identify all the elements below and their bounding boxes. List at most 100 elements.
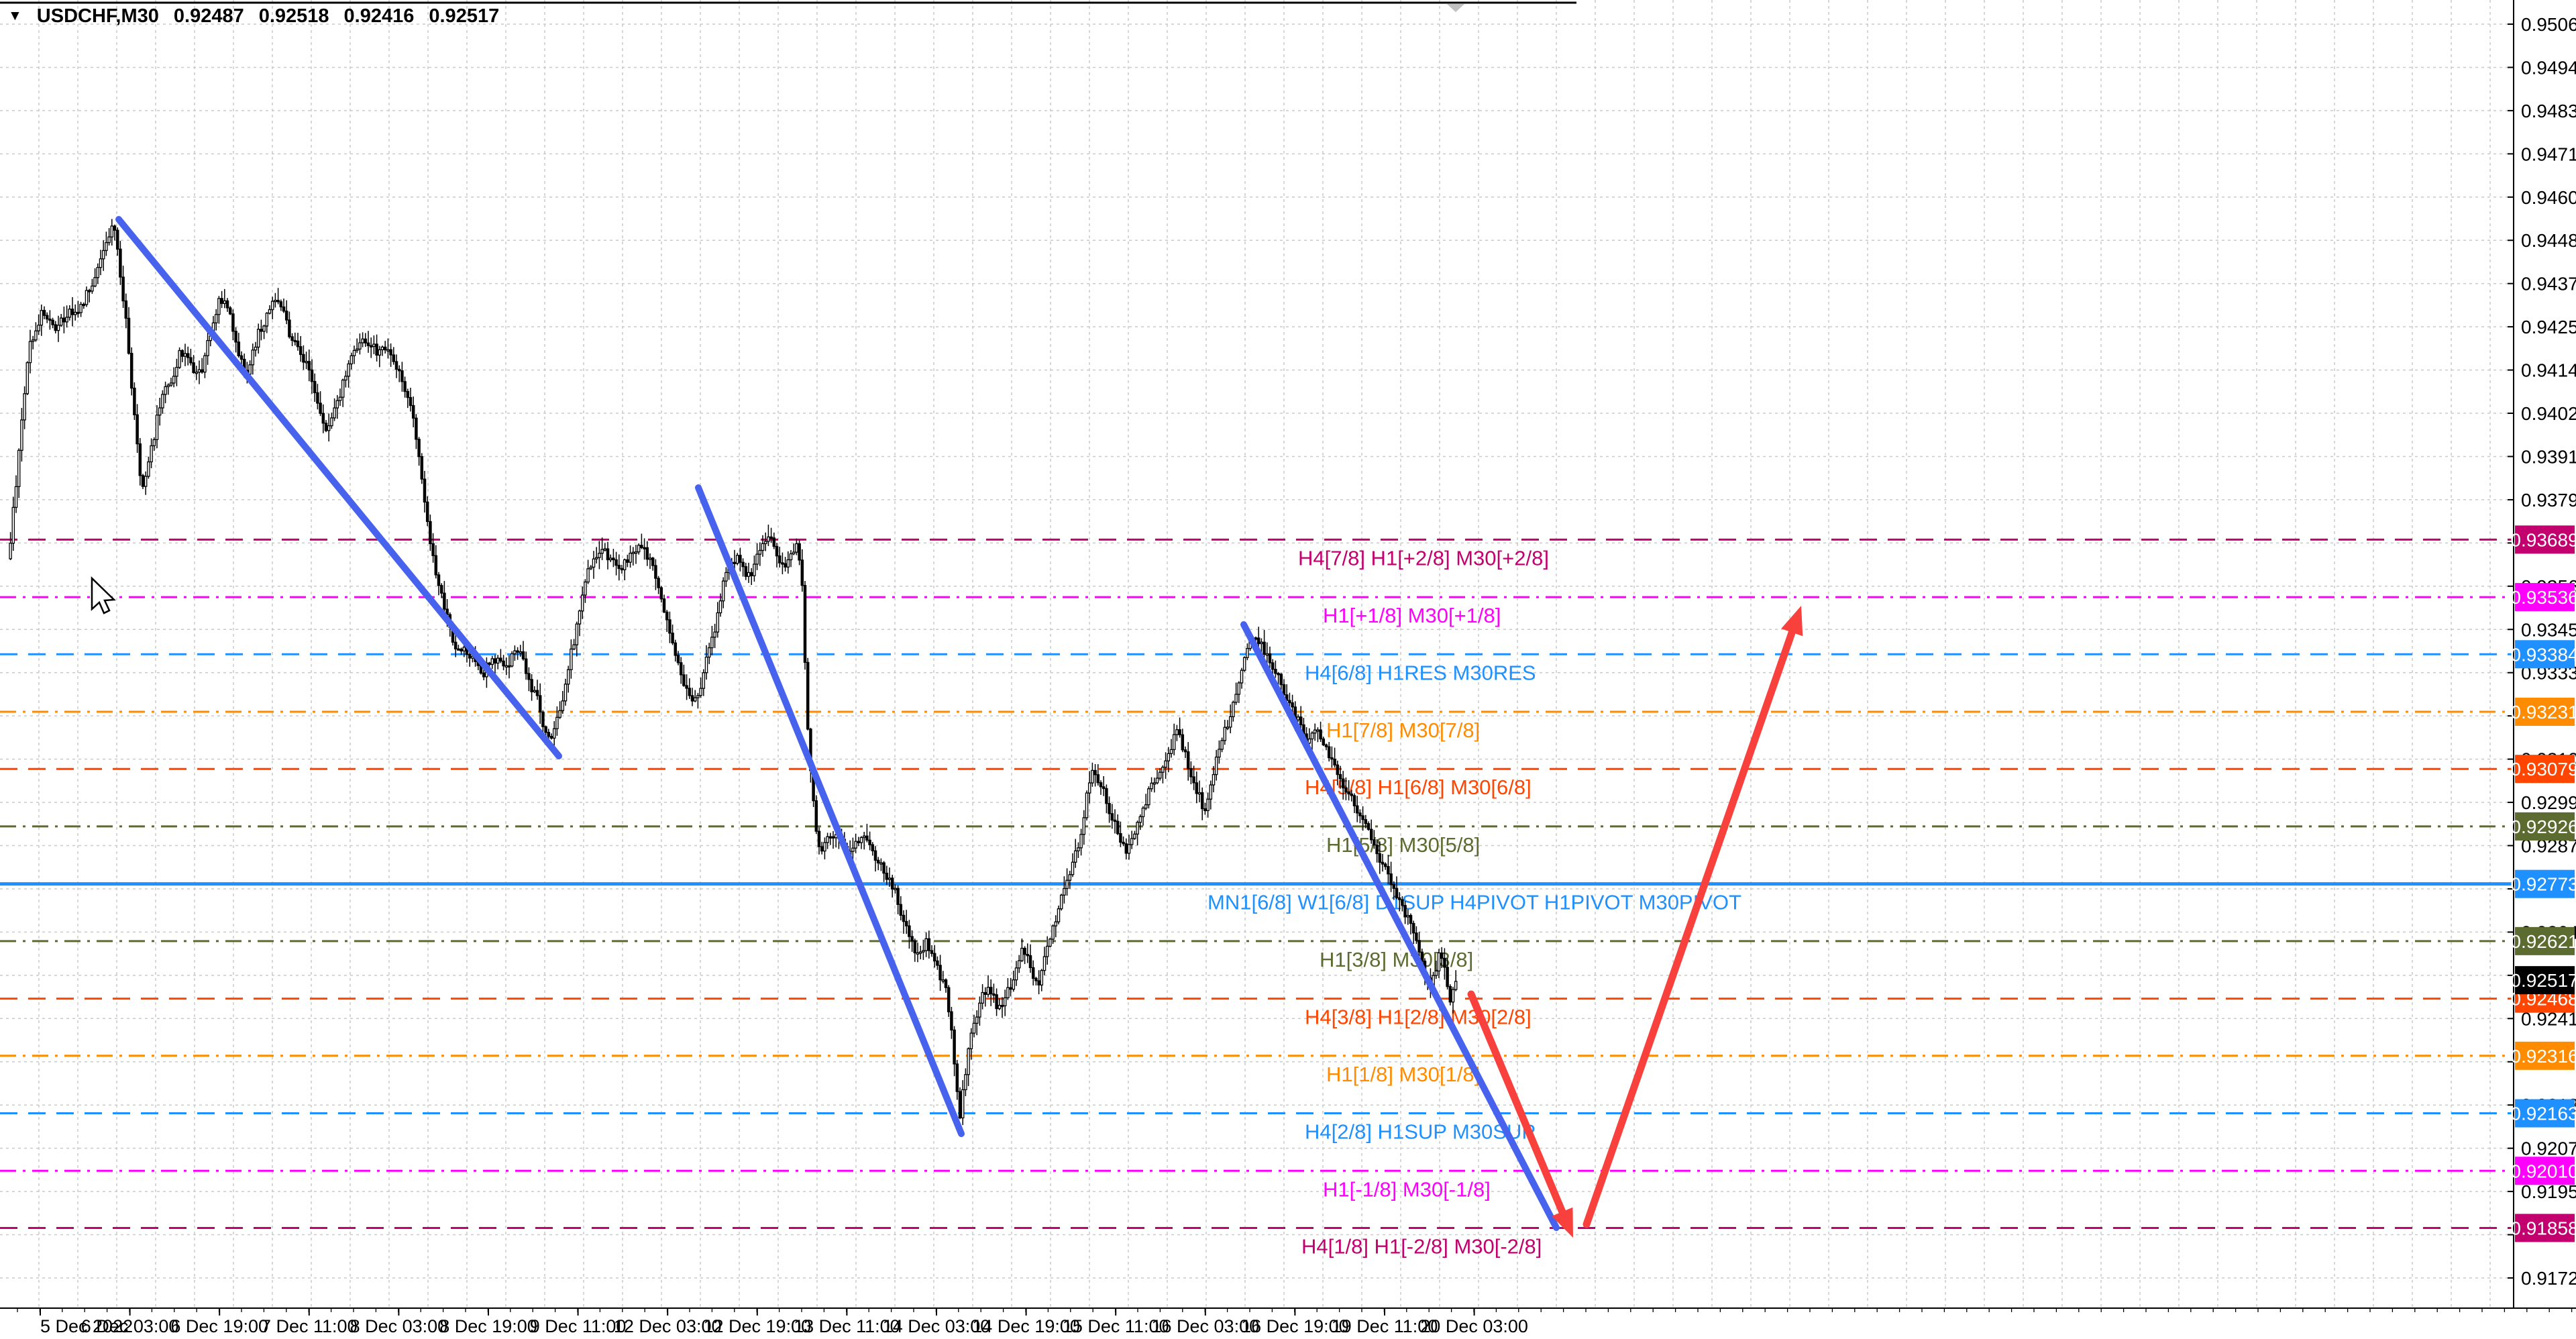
candle-body	[1045, 945, 1049, 957]
candle-body	[164, 386, 167, 395]
candle-body	[73, 311, 77, 315]
candle-body	[592, 558, 596, 568]
trendline[interactable]	[115, 216, 562, 759]
candle-body	[1028, 955, 1032, 969]
candle-body	[967, 1048, 970, 1075]
candle-body	[220, 298, 223, 305]
candle-body	[1057, 908, 1061, 922]
murrey-label: H4[2/8] H1SUP M30SUP	[1305, 1120, 1536, 1144]
candle-body	[629, 552, 632, 563]
candle-body	[603, 548, 607, 551]
candle-body	[276, 299, 280, 303]
candle-body	[1124, 843, 1128, 854]
candle-body	[955, 1063, 959, 1092]
price-tick-label: 0.94255	[2521, 317, 2576, 337]
candle-body	[439, 585, 443, 594]
candle-body	[175, 366, 178, 377]
mouse-cursor	[91, 576, 116, 614]
candle-body	[1254, 637, 1258, 640]
candle-body	[217, 298, 221, 315]
candle-body	[800, 559, 804, 586]
candle-body	[45, 315, 49, 320]
candle-body	[1051, 925, 1055, 940]
time-label: 20 Dec 03:00	[1420, 1316, 1528, 1336]
candle-body	[375, 343, 378, 356]
candle-body	[502, 660, 505, 667]
candle-body	[178, 350, 181, 368]
candle-body	[953, 1029, 956, 1065]
candle-body	[1397, 897, 1401, 900]
candle-body	[394, 361, 398, 370]
candle-body	[105, 242, 108, 252]
candle-body	[1299, 716, 1303, 726]
candle-body	[1054, 921, 1058, 926]
candle-body	[417, 439, 421, 458]
candle-body	[1164, 760, 1167, 768]
candle-body	[718, 600, 722, 614]
candle-body	[1091, 769, 1094, 784]
candle-body	[347, 363, 350, 377]
candle-body	[643, 547, 646, 549]
price-level-badge-value: 0.93079	[2510, 759, 2576, 780]
candle-body	[913, 940, 917, 954]
trend-arrow-up[interactable]	[1582, 623, 1798, 1228]
candle-body	[831, 836, 835, 839]
candle-body	[129, 353, 133, 389]
candle-body	[879, 862, 883, 865]
candle-body	[1077, 847, 1080, 852]
candle-body	[654, 565, 657, 579]
time-label: 6 Dec 03:00	[81, 1316, 179, 1336]
candle-body	[96, 266, 100, 278]
candle-body	[274, 299, 277, 303]
candle-body	[803, 585, 807, 663]
scroll-marker-icon[interactable]	[1447, 4, 1464, 12]
symbol-info: ▼ USDCHF,M30 0.92487 0.92518 0.92416 0.9…	[8, 5, 499, 28]
candle-body	[1122, 841, 1125, 845]
candle-body	[676, 655, 680, 663]
chevron-down-icon[interactable]: ▼	[8, 7, 22, 23]
trendline[interactable]	[695, 484, 965, 1137]
candle-body	[733, 561, 737, 564]
time-label: 5 Dec 2022	[40, 1316, 133, 1336]
candle-body	[1034, 977, 1038, 981]
candle-body	[1141, 807, 1145, 818]
candle-body	[350, 355, 354, 365]
time-label: 16 Dec 03:00	[1151, 1316, 1259, 1336]
candle-body	[172, 376, 176, 384]
candle-body	[341, 379, 345, 398]
current-price-badge	[2515, 966, 2575, 995]
candle-body	[1246, 648, 1249, 658]
candle-body	[969, 1032, 973, 1049]
murrey-label: H4[1/8] H1[-2/8] M30[-2/8]	[1301, 1234, 1542, 1258]
price-level-badge	[2515, 869, 2575, 898]
candle-body	[767, 536, 770, 542]
candle-body	[338, 396, 342, 401]
candle-body	[299, 346, 303, 356]
candle-body	[101, 250, 105, 260]
candle-body	[651, 557, 655, 566]
murrey-label: H1[1/8] M30[1/8]	[1326, 1063, 1480, 1086]
candle-body	[166, 384, 170, 388]
trend-arrow-down[interactable]	[1467, 990, 1568, 1221]
trendline[interactable]	[1240, 621, 1560, 1231]
candle-body	[777, 555, 782, 564]
candle-body	[688, 688, 692, 696]
candle-body	[964, 1074, 967, 1091]
candle-body	[496, 657, 500, 664]
candle-body	[789, 553, 793, 561]
candle-body	[1189, 768, 1193, 778]
candle-body	[324, 423, 328, 431]
candle-body	[282, 306, 286, 312]
candle-body	[150, 445, 153, 463]
candle-body	[1093, 769, 1097, 775]
scroll-position-bar[interactable]	[0, 1, 1576, 12]
candle-body	[1369, 828, 1373, 841]
candle-body	[333, 407, 336, 419]
candle-body	[1420, 951, 1424, 962]
candle-body	[335, 400, 339, 409]
